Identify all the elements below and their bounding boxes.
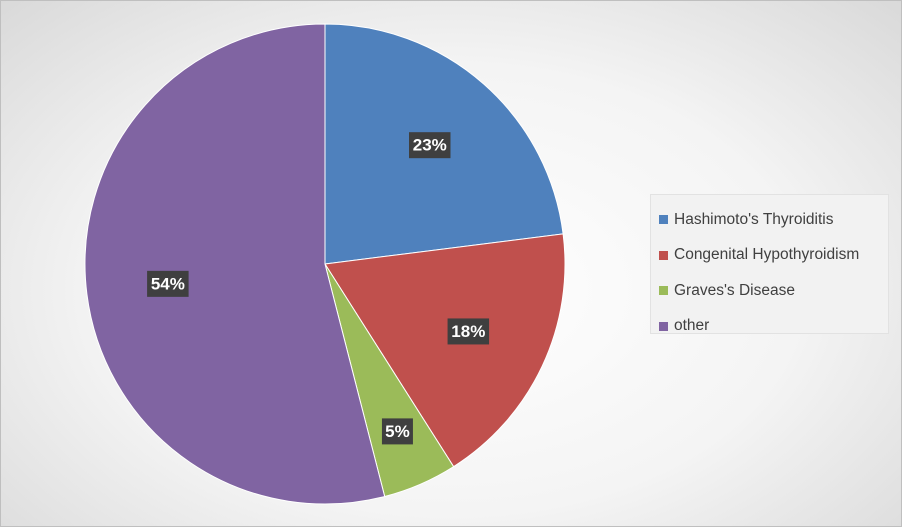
legend-label-hashimoto: Hashimoto's Thyroiditis: [674, 210, 834, 228]
data-label-box-other: [147, 270, 189, 297]
data-label-text-graves: 5%: [385, 422, 410, 441]
legend-item-graves: Graves's Disease: [651, 273, 888, 309]
legend-item-congenital: Congenital Hypothyroidism: [651, 238, 888, 274]
legend-swatch-other: [659, 321, 668, 331]
data-label-graves: 5%: [381, 418, 413, 445]
data-label-box-hashimoto: [409, 132, 451, 159]
legend-item-other: other: [651, 309, 888, 345]
legend: Hashimoto's Thyroiditis Congenital Hypot…: [650, 194, 889, 334]
legend-item-hashimoto: Hashimoto's Thyroiditis: [651, 202, 888, 238]
data-label-text-other: 54%: [151, 274, 185, 293]
pie-slice-congenital: [324, 233, 566, 468]
data-label-box-congenital: [447, 318, 490, 345]
data-label-box-graves: [381, 418, 413, 445]
data-label-text-congenital: 18%: [451, 322, 485, 341]
data-label-other: 54%: [147, 270, 189, 297]
legend-label-other: other: [674, 317, 710, 335]
data-label-congenital: 18%: [447, 318, 490, 345]
legend-swatch-hashimoto: [659, 215, 668, 225]
legend-swatch-graves: [659, 286, 668, 296]
pie-slice-other: [84, 23, 386, 505]
data-label-hashimoto: 23%: [409, 132, 451, 159]
data-label-text-hashimoto: 23%: [413, 136, 447, 155]
legend-label-graves: Graves's Disease: [674, 281, 795, 299]
legend-swatch-congenital: [659, 250, 668, 260]
legend-label-congenital: Congenital Hypothyroidism: [674, 246, 860, 264]
